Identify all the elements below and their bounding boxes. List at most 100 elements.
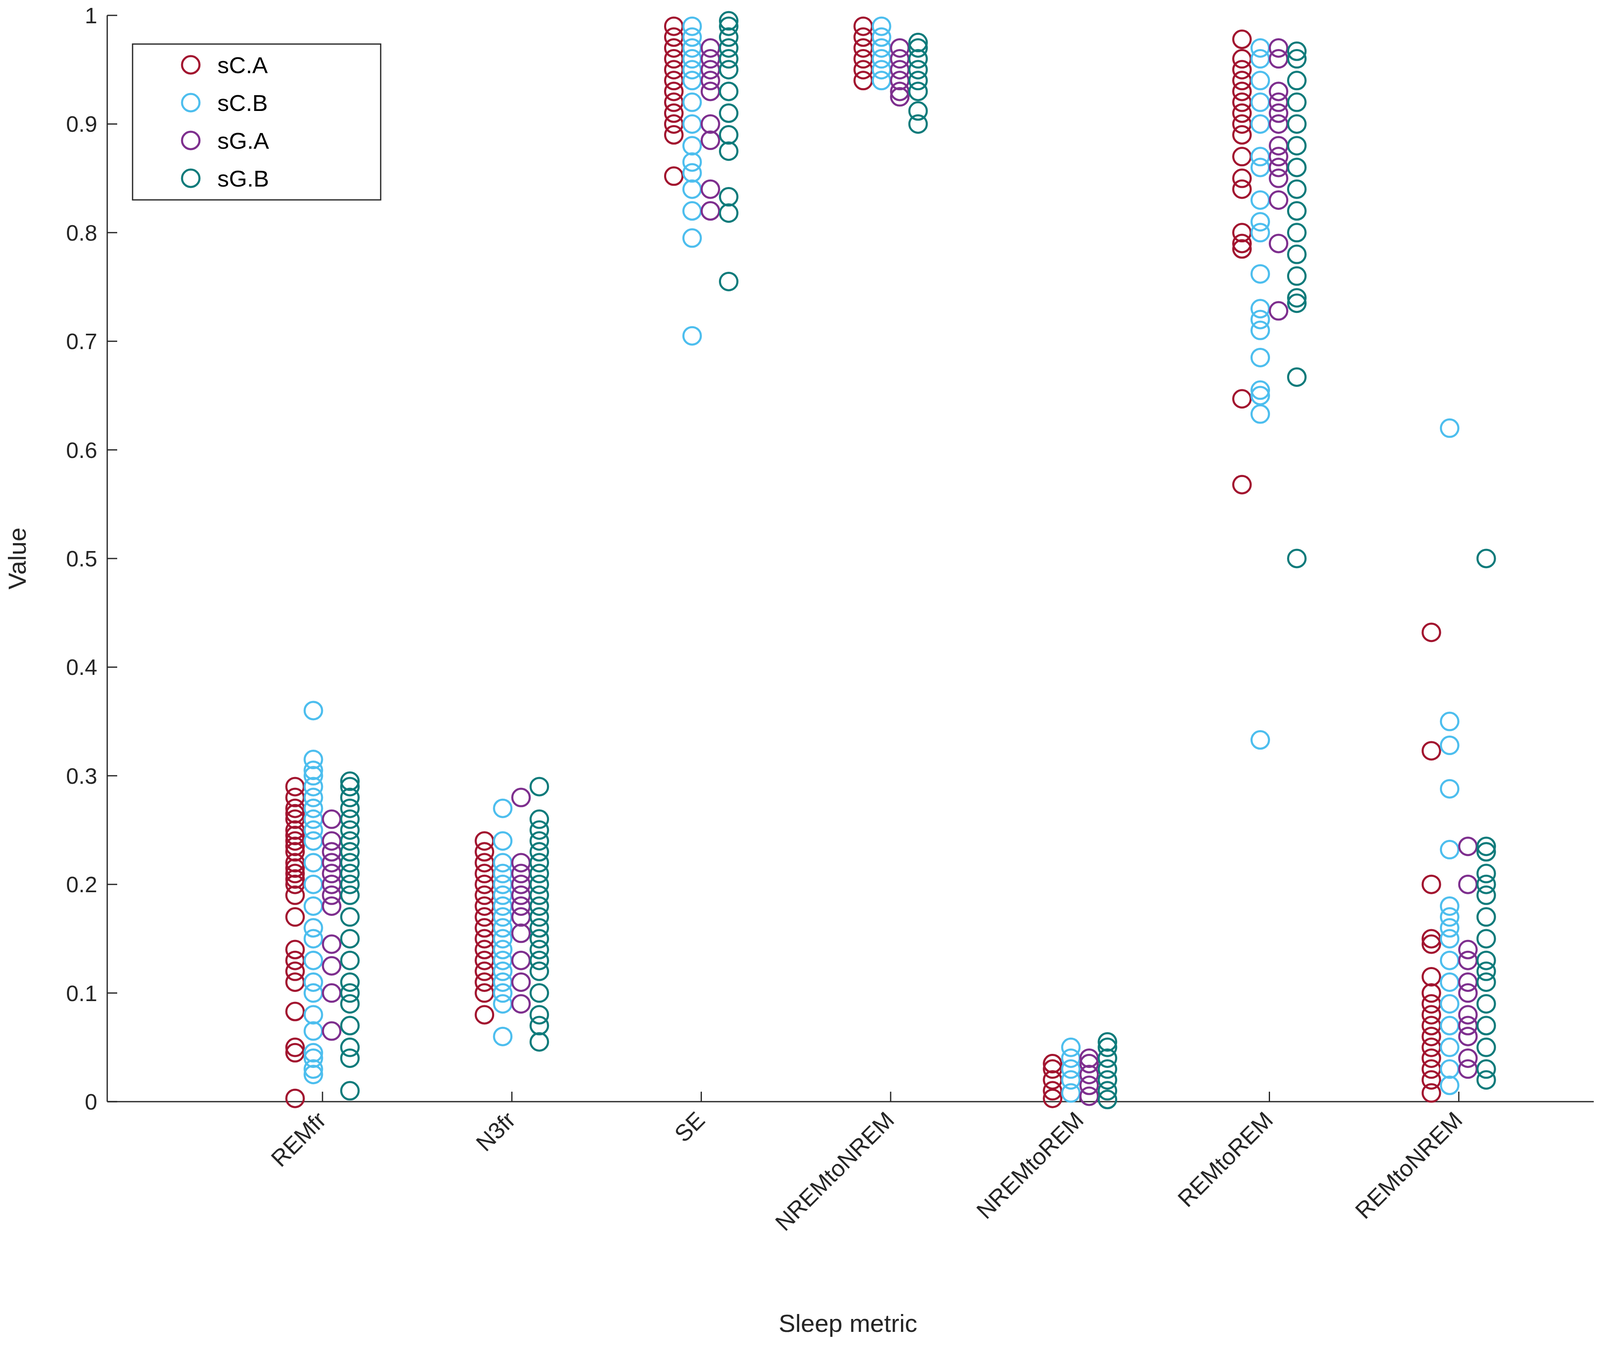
x-tick-label: NREMtoREM — [971, 1106, 1089, 1224]
point — [1477, 1038, 1495, 1056]
point — [683, 115, 701, 133]
point — [909, 102, 927, 120]
point — [1288, 202, 1306, 220]
point — [530, 1006, 549, 1024]
y-tick — [107, 558, 118, 560]
point — [1251, 213, 1270, 231]
point — [1288, 158, 1306, 177]
point — [341, 908, 359, 926]
point — [1233, 30, 1251, 49]
x-tick — [322, 1091, 324, 1102]
point — [1477, 951, 1495, 970]
y-tick — [107, 883, 118, 886]
point — [304, 1022, 323, 1040]
point — [664, 167, 683, 185]
point — [701, 115, 719, 133]
point — [1477, 995, 1495, 1013]
point — [683, 327, 701, 345]
point — [719, 204, 738, 222]
point — [304, 875, 323, 894]
point — [341, 1016, 359, 1035]
point — [1233, 390, 1251, 408]
point — [719, 272, 738, 291]
point — [701, 131, 719, 150]
point — [1251, 381, 1270, 399]
point — [1270, 234, 1288, 253]
point — [1251, 265, 1270, 283]
point — [1288, 245, 1306, 264]
point — [512, 973, 530, 991]
point — [1440, 841, 1459, 859]
y-tick — [107, 666, 118, 668]
point — [1440, 897, 1459, 915]
y-tick — [107, 992, 118, 994]
point — [1043, 1055, 1062, 1073]
point — [475, 1006, 494, 1024]
y-tick — [107, 123, 118, 125]
series — [304, 17, 1459, 1102]
x-tick-label: REMfr — [265, 1106, 332, 1172]
point — [1080, 1049, 1098, 1067]
point — [341, 930, 359, 948]
y-tick — [107, 14, 118, 17]
point — [1477, 930, 1495, 948]
point — [719, 82, 738, 101]
point — [512, 854, 530, 872]
point — [701, 180, 719, 198]
point — [304, 750, 323, 769]
point — [1440, 780, 1459, 798]
point — [909, 33, 927, 52]
y-tick-label: 0.8 — [66, 220, 98, 246]
legend: sC.AsC.BsG.AsG.B — [132, 44, 381, 200]
legend-marker — [182, 56, 200, 74]
point — [701, 39, 719, 57]
point — [1459, 1049, 1477, 1067]
y-tick-label: 0.5 — [66, 546, 98, 572]
point — [1288, 289, 1306, 307]
point — [1270, 302, 1288, 320]
point — [304, 897, 323, 915]
x-tick-label: REMtoREM — [1172, 1106, 1278, 1213]
x-tick — [511, 1091, 513, 1102]
point — [683, 93, 701, 111]
point — [494, 832, 512, 850]
point — [683, 180, 701, 198]
point — [1288, 549, 1306, 568]
point — [286, 1038, 304, 1056]
point — [1270, 39, 1288, 57]
point — [341, 1082, 359, 1100]
point — [1422, 984, 1440, 1002]
point — [530, 810, 549, 828]
point — [1477, 908, 1495, 926]
point — [1233, 147, 1251, 166]
point — [1251, 71, 1270, 90]
point — [1251, 405, 1270, 423]
point — [1251, 93, 1270, 111]
point — [1251, 115, 1270, 133]
x-tick — [700, 1091, 702, 1102]
point — [1440, 419, 1459, 437]
point — [1251, 348, 1270, 367]
point — [1440, 1076, 1459, 1095]
y-tick-label: 0.3 — [66, 763, 98, 789]
point — [304, 919, 323, 937]
y-tick-label: 0.4 — [66, 654, 98, 680]
point — [1251, 191, 1270, 209]
point — [341, 973, 359, 991]
point — [322, 1022, 341, 1040]
point — [1233, 475, 1251, 494]
x-tick-label: REMtoNREM — [1350, 1106, 1468, 1224]
point — [512, 995, 530, 1013]
point — [1459, 940, 1477, 959]
legend-marker — [182, 131, 200, 150]
point — [1440, 973, 1459, 991]
point — [322, 984, 341, 1002]
point — [1422, 875, 1440, 894]
point — [1440, 1038, 1459, 1056]
y-tick-label: 0 — [84, 1089, 98, 1115]
x-axis — [107, 1101, 1594, 1103]
point — [701, 202, 719, 220]
plot-area — [286, 12, 1495, 1109]
point — [304, 973, 323, 991]
point — [286, 908, 304, 926]
